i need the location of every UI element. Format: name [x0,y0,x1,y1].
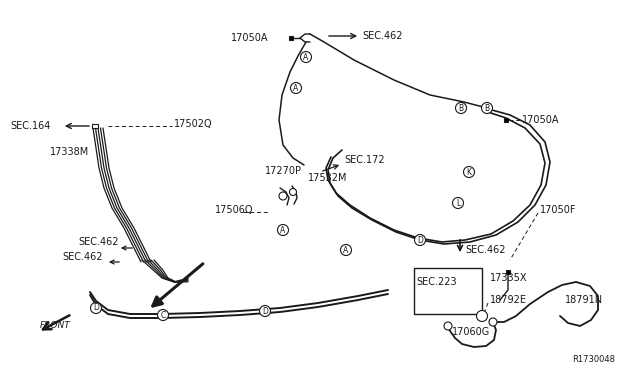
Text: SEC.223: SEC.223 [416,277,456,287]
Circle shape [463,167,474,177]
Circle shape [452,198,463,208]
Circle shape [444,322,452,330]
Circle shape [301,51,312,62]
Text: 17050F: 17050F [540,205,577,215]
Circle shape [259,305,271,317]
Text: 18792E: 18792E [490,295,527,305]
Circle shape [481,103,493,113]
Text: D: D [262,307,268,315]
Text: 17506Q: 17506Q [215,205,253,215]
Text: A: A [303,52,308,61]
Bar [504,118,508,122]
Text: 17338M: 17338M [50,147,89,157]
Circle shape [157,310,168,321]
Text: SEC.462: SEC.462 [62,252,102,262]
Bar [506,270,510,274]
Text: SEC.172: SEC.172 [344,155,385,165]
Text: 18791N: 18791N [565,295,603,305]
Circle shape [279,192,287,200]
FancyBboxPatch shape [414,268,482,314]
Text: D: D [93,304,99,312]
Bar [289,36,293,40]
Circle shape [477,311,488,321]
Text: 17270P: 17270P [265,166,302,176]
Text: 17502Q: 17502Q [174,119,212,129]
Text: 17050A: 17050A [522,115,559,125]
Text: SEC.462: SEC.462 [465,245,506,255]
Circle shape [415,234,426,246]
Text: A: A [280,225,285,234]
Text: 17060G: 17060G [452,327,490,337]
Text: R1730048: R1730048 [572,356,615,365]
Text: B: B [484,103,490,112]
Text: SEC.462: SEC.462 [362,31,403,41]
FancyBboxPatch shape [92,124,98,128]
Circle shape [278,224,289,235]
Text: C: C [161,311,166,320]
Circle shape [456,103,467,113]
Circle shape [289,189,296,196]
Text: K: K [467,167,472,176]
Text: FRONT: FRONT [40,321,71,330]
Text: A: A [293,83,299,93]
Text: L: L [456,199,460,208]
Circle shape [340,244,351,256]
Text: 17335X: 17335X [490,273,527,283]
Circle shape [291,83,301,93]
Text: SEC.462: SEC.462 [78,237,118,247]
Text: A: A [344,246,349,254]
Circle shape [489,318,497,326]
Text: 17532M: 17532M [308,173,348,183]
Circle shape [90,302,102,314]
Text: 17050A: 17050A [230,33,268,43]
Text: B: B [458,103,463,112]
Text: D: D [417,235,423,244]
Text: SEC.164: SEC.164 [10,121,51,131]
